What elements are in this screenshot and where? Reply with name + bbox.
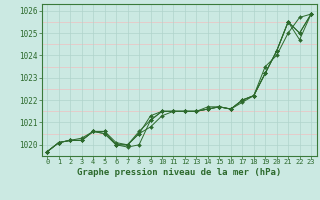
X-axis label: Graphe pression niveau de la mer (hPa): Graphe pression niveau de la mer (hPa) xyxy=(77,168,281,177)
